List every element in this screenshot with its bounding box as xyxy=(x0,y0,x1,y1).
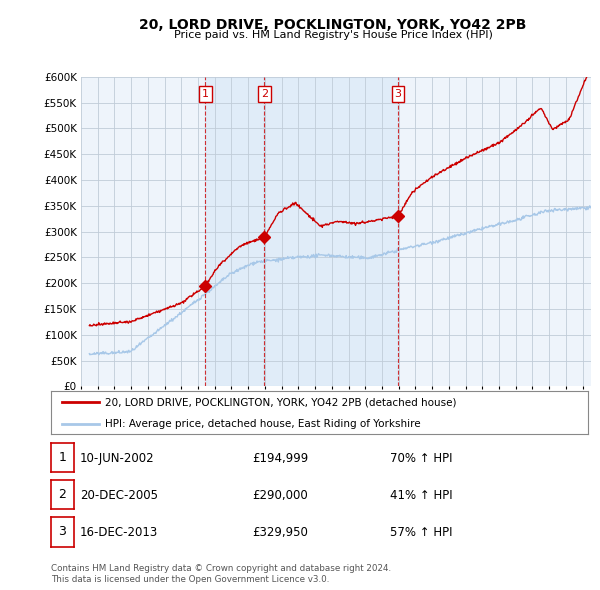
Text: 10-JUN-2002: 10-JUN-2002 xyxy=(80,451,154,465)
Text: 20-DEC-2005: 20-DEC-2005 xyxy=(80,489,158,502)
Bar xyxy=(205,77,265,386)
Text: This data is licensed under the Open Government Licence v3.0.: This data is licensed under the Open Gov… xyxy=(51,575,329,584)
Text: 16-DEC-2013: 16-DEC-2013 xyxy=(80,526,158,539)
Text: 70% ↑ HPI: 70% ↑ HPI xyxy=(390,451,452,465)
Text: Price paid vs. HM Land Registry's House Price Index (HPI): Price paid vs. HM Land Registry's House … xyxy=(173,30,493,40)
Text: 20, LORD DRIVE, POCKLINGTON, YORK, YO42 2PB: 20, LORD DRIVE, POCKLINGTON, YORK, YO42 … xyxy=(139,18,527,32)
Text: 2: 2 xyxy=(261,89,268,99)
Text: 41% ↑ HPI: 41% ↑ HPI xyxy=(390,489,452,502)
Text: 1: 1 xyxy=(202,89,209,99)
Text: £290,000: £290,000 xyxy=(252,489,308,502)
Text: £329,950: £329,950 xyxy=(252,526,308,539)
Text: 57% ↑ HPI: 57% ↑ HPI xyxy=(390,526,452,539)
Text: 1: 1 xyxy=(58,451,67,464)
Text: Contains HM Land Registry data © Crown copyright and database right 2024.: Contains HM Land Registry data © Crown c… xyxy=(51,565,391,573)
Text: HPI: Average price, detached house, East Riding of Yorkshire: HPI: Average price, detached house, East… xyxy=(105,419,421,429)
Text: 20, LORD DRIVE, POCKLINGTON, YORK, YO42 2PB (detached house): 20, LORD DRIVE, POCKLINGTON, YORK, YO42 … xyxy=(105,397,456,407)
Bar xyxy=(265,77,398,386)
Text: 3: 3 xyxy=(395,89,401,99)
Text: £194,999: £194,999 xyxy=(252,451,308,465)
Text: 2: 2 xyxy=(58,488,67,501)
Text: 3: 3 xyxy=(58,525,67,538)
